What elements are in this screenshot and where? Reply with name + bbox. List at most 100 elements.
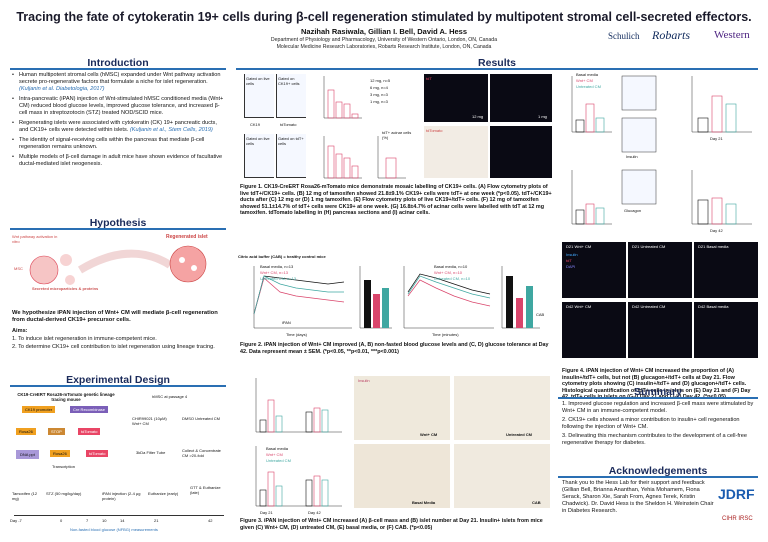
hypothesis-heading: Hypothesis [89,217,147,229]
robarts-logo: Robarts [652,28,691,42]
timeline-ipan: iPAN injection (2-4 μg protein) [102,491,141,501]
figure-4: Basal media Wnt+ CM Untreated CM Day 21 … [558,70,762,368]
stop-box: STOP [48,428,65,435]
legend-12mg: 12 mg, n=5 [370,78,391,83]
timeline-stz: STZ (50 mg/kg/day) [46,491,82,496]
legend-untreated: Untreated CM, n=13 [260,276,297,281]
flow-plot-e2 [276,134,306,178]
flow-gate-label: Gated on tdT+ cells [278,136,304,146]
figure3-caption: Figure 3. iPAN injection of Wnt+ CM incr… [240,518,543,531]
c-xlabel: Time (minutes) [432,332,459,337]
summary-item: 1. Improved glucose regulation and incre… [562,401,754,414]
flow-x-label: CK19 [250,122,261,127]
aim-1: 1. To induce islet regeneration in immun… [12,336,157,342]
flow-x-label: tdTomato [280,122,297,127]
micrograph-untreated [454,376,550,440]
figure-1: Gated on live cells Gated on CK19+ cells… [236,70,554,252]
legend-untreated: Untreated CM [266,458,291,463]
institution-logos: Schulich Robarts Western [608,27,764,53]
figure-2: Citric acid buffer (CAB) = healthy contr… [236,254,554,370]
affiliation-1: Department of Physiology and Pharmacolog… [270,37,498,43]
mouse-model-title: CK19-CreERT Rosa26-mTomato genetic linea… [17,392,115,402]
wnt-label: Wnt+ CM [420,432,438,437]
micro-title: D21 Basal media [698,244,729,249]
micro-d21-basal [694,242,758,298]
secreted-label: Secreted microparticles & proteins [32,286,99,291]
authors: Nazihah Rasiwala, Gillian I. Bell, David… [300,27,468,36]
poster-title: Tracing the fate of cytokeratin 19+ cell… [16,10,752,24]
cm-production: hMSC at passage 4 CHIR99021 (10μM) Wnt+ … [132,390,226,480]
micro-dose: 12 mg [472,114,484,119]
a-xlabel: Time (days) [286,332,307,337]
summary-list: 1. Improved glucose regulation and incre… [562,401,758,447]
day-label: 21 [154,518,159,523]
ack-divider [558,476,758,478]
micro-dose: 1 mg [538,114,547,119]
hmsc-label: hMSC at passage 4 [152,394,188,399]
mouse-construct: CK19-CreERT Rosa26-mTomato genetic linea… [12,390,132,485]
nfbg-label: Non-fasted blood glucose (NFBG) measurem… [70,527,158,532]
legend-basal-c: Basal media, n=10 [434,264,468,269]
legend-basal: Basal media [266,446,289,451]
summary-heading: Summary [634,386,682,398]
micro-label: tdT [426,76,432,81]
figure2-charts [253,266,540,329]
summary-item: 3. Delineating this mechanism contribute… [562,433,748,446]
rosa26-box-2: Rosa26 [50,450,70,457]
acknowledgements-heading: Acknowledgements [608,465,708,477]
legend-6mg: 6 mg, n=4 [370,85,388,90]
legend-basal: Basal media, n=13 [260,264,294,269]
cihr-logo: CIHR IRSC [722,516,753,522]
day-label: 14 [120,518,125,523]
micro-title: D42 Untreated CM [632,304,666,309]
timeline-axis [14,515,224,516]
flow-plot-e1 [244,134,274,178]
dapi-label: DAPI [566,264,576,269]
micro-d42-wnt [562,302,626,358]
legend-wnt: Wnt+ CM, n=13 [260,270,289,275]
glucagon-axis: Glucagon [624,208,642,213]
schulich-logo: Schulich [608,31,640,41]
wnt-activation-label: Wnt pathway activation in vitro [12,234,58,244]
hypothesis-diagram: Wnt pathway activation in vitro MSC Secr… [10,230,226,308]
legend-3mg: 3 mg, n=3 [370,92,388,97]
ck19-promoter-box: CK19 promoter [22,406,56,413]
day21-label: Day 21 [260,510,273,515]
acinar-ylabel: tdT+ acinar cells (%) [382,130,412,140]
micro-d21-wnt [562,242,626,298]
micro-title: D42 Wnt+ CM [566,304,592,309]
legend-wnt-c: Wnt+ CM, n=10 [434,270,463,275]
hypothesis-illustration [29,245,207,285]
dna-ppt-box: DNA ppt [16,450,39,459]
day-label: 42 [208,518,213,523]
untreated-label: Untreated CM [506,432,533,437]
intro-bullet: The identity of signal-receiving cells w… [12,137,224,151]
legend-basal: Basal media [576,72,599,77]
timeline-euthanize-early: Euthanize (early) [148,491,179,496]
rosa26-box: Rosa26 [16,428,36,435]
results-heading: Results [478,57,516,69]
hypothesis-statement: We hypothesize iPAN injection of Wnt+ CM… [12,310,218,323]
flow-plot-a1 [244,74,274,118]
intro-bullet: Human multipotent stromal cells (hMSC) e… [12,72,224,93]
cab-label: CAB [532,500,541,505]
micrograph-basal [354,444,450,508]
legend-wnt: Wnt+ CM [266,452,283,457]
day-label: Day -7 [10,518,22,523]
introduction-heading: Introduction [87,57,149,69]
regenerated-islet-label: Regenerated islet [166,234,208,240]
ipan-annotation: iPAN [282,320,291,325]
experimental-design-heading: Experimental Design [66,374,170,386]
day-label: 7 [86,518,89,523]
figure1-bar-charts [323,76,406,179]
legend-1mg: 1 mg, n=3 [370,99,388,104]
jdrf-logo: JDRF [718,486,755,502]
figure-3: Basal media Wnt+ CM Untreated CM Day 21 … [236,372,554,537]
tdt-label: tdT [566,258,572,263]
tdtomato-box-2: tdTomato [86,450,109,457]
tdtomato-box: tdTomato [78,428,101,435]
intro-bullet: Intra-pancreatic (iPAN) injection of Wnt… [12,96,224,117]
western-logo: Western [714,29,750,41]
acinar-micrograph [490,126,552,178]
chir-label: CHIR99021 (10μM) Wnt+ CM [132,416,167,426]
